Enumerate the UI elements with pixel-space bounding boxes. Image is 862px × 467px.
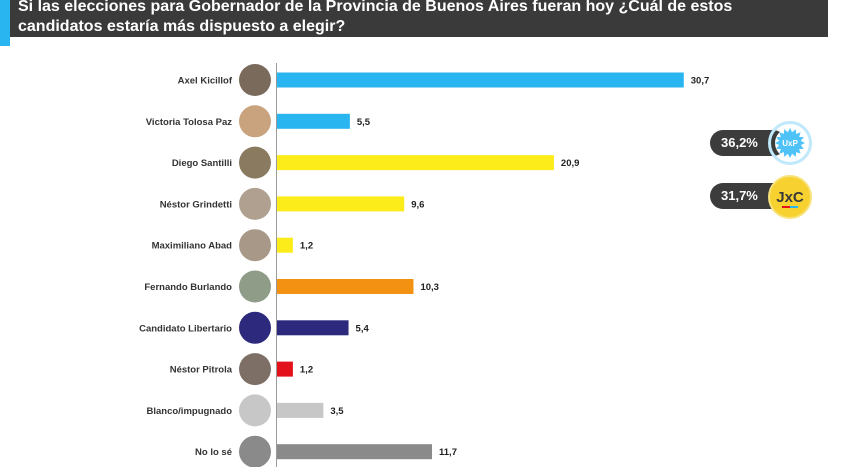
avatar-victoria-tolosa-paz <box>239 105 271 138</box>
bar-candidato-libertario <box>277 320 349 336</box>
bar-no-lo-se <box>277 444 433 460</box>
category-label-diego-santilli: Diego Santilli <box>172 158 232 169</box>
value-label-diego-santilli: 20,9 <box>561 158 580 169</box>
coalition-value-uxp: 36,2% <box>721 135 758 150</box>
coalition-value-jxc: 31,7% <box>721 188 758 203</box>
bar-nestor-pitrola <box>277 361 293 377</box>
value-label-victoria-tolosa-paz: 5,5 <box>357 117 371 128</box>
avatar-candidato-libertario <box>239 311 271 344</box>
category-label-candidato-libertario: Candidato Libertario <box>139 323 232 334</box>
value-label-nestor-pitrola: 1,2 <box>300 365 313 376</box>
category-label-nestor-grindetti: Néstor Grindetti <box>160 199 232 210</box>
avatar-fernando-burlando <box>239 270 271 303</box>
avatar-blanco-impugnado <box>239 394 271 427</box>
bar-nestor-grindetti <box>277 196 405 212</box>
value-label-blanco-impugnado: 3,5 <box>330 406 344 417</box>
avatar-no-lo-se <box>239 435 271 467</box>
uxp-logo-text: UxP <box>782 139 798 148</box>
bar-diego-santilli <box>277 155 554 171</box>
category-label-blanco-impugnado: Blanco/impugnado <box>147 406 233 417</box>
value-label-axel-kicillof: 30,7 <box>691 76 710 87</box>
category-label-victoria-tolosa-paz: Victoria Tolosa Paz <box>146 117 232 128</box>
category-label-nestor-pitrola: Néstor Pitrola <box>170 365 233 376</box>
value-label-candidato-libertario: 5,4 <box>356 323 370 334</box>
value-label-maximiliano-abad: 1,2 <box>300 241 313 252</box>
category-label-no-lo-se: No lo sé <box>195 447 232 458</box>
avatar-diego-santilli <box>239 146 271 179</box>
chart-title: Si las elecciones para Gobernador de la … <box>18 0 733 35</box>
bar-victoria-tolosa-paz <box>277 113 350 129</box>
jxc-logo-icon: JxC <box>768 175 812 219</box>
bar-blanco-impugnado <box>277 402 324 418</box>
avatar-maximiliano-abad <box>239 229 271 262</box>
value-label-fernando-burlando: 10,3 <box>420 282 439 293</box>
value-label-nestor-grindetti: 9,6 <box>411 199 424 210</box>
category-label-maximiliano-abad: Maximiliano Abad <box>152 241 233 252</box>
bar-maximiliano-abad <box>277 237 293 253</box>
category-label-axel-kicillof: Axel Kicillof <box>178 76 233 87</box>
bar-fernando-burlando <box>277 279 414 294</box>
avatar-nestor-pitrola <box>239 353 271 386</box>
avatar-nestor-grindetti <box>239 187 271 220</box>
title-accent-bar <box>0 0 10 46</box>
avatar-axel-kicillof <box>239 64 271 96</box>
jxc-logo-text: JxC <box>776 189 804 206</box>
category-label-fernando-burlando: Fernando Burlando <box>144 282 232 293</box>
value-label-no-lo-se: 11,7 <box>439 447 457 458</box>
title-bar <box>0 0 828 37</box>
bar-axel-kicillof <box>277 72 684 88</box>
uxp-logo-icon: UxP <box>768 121 812 165</box>
